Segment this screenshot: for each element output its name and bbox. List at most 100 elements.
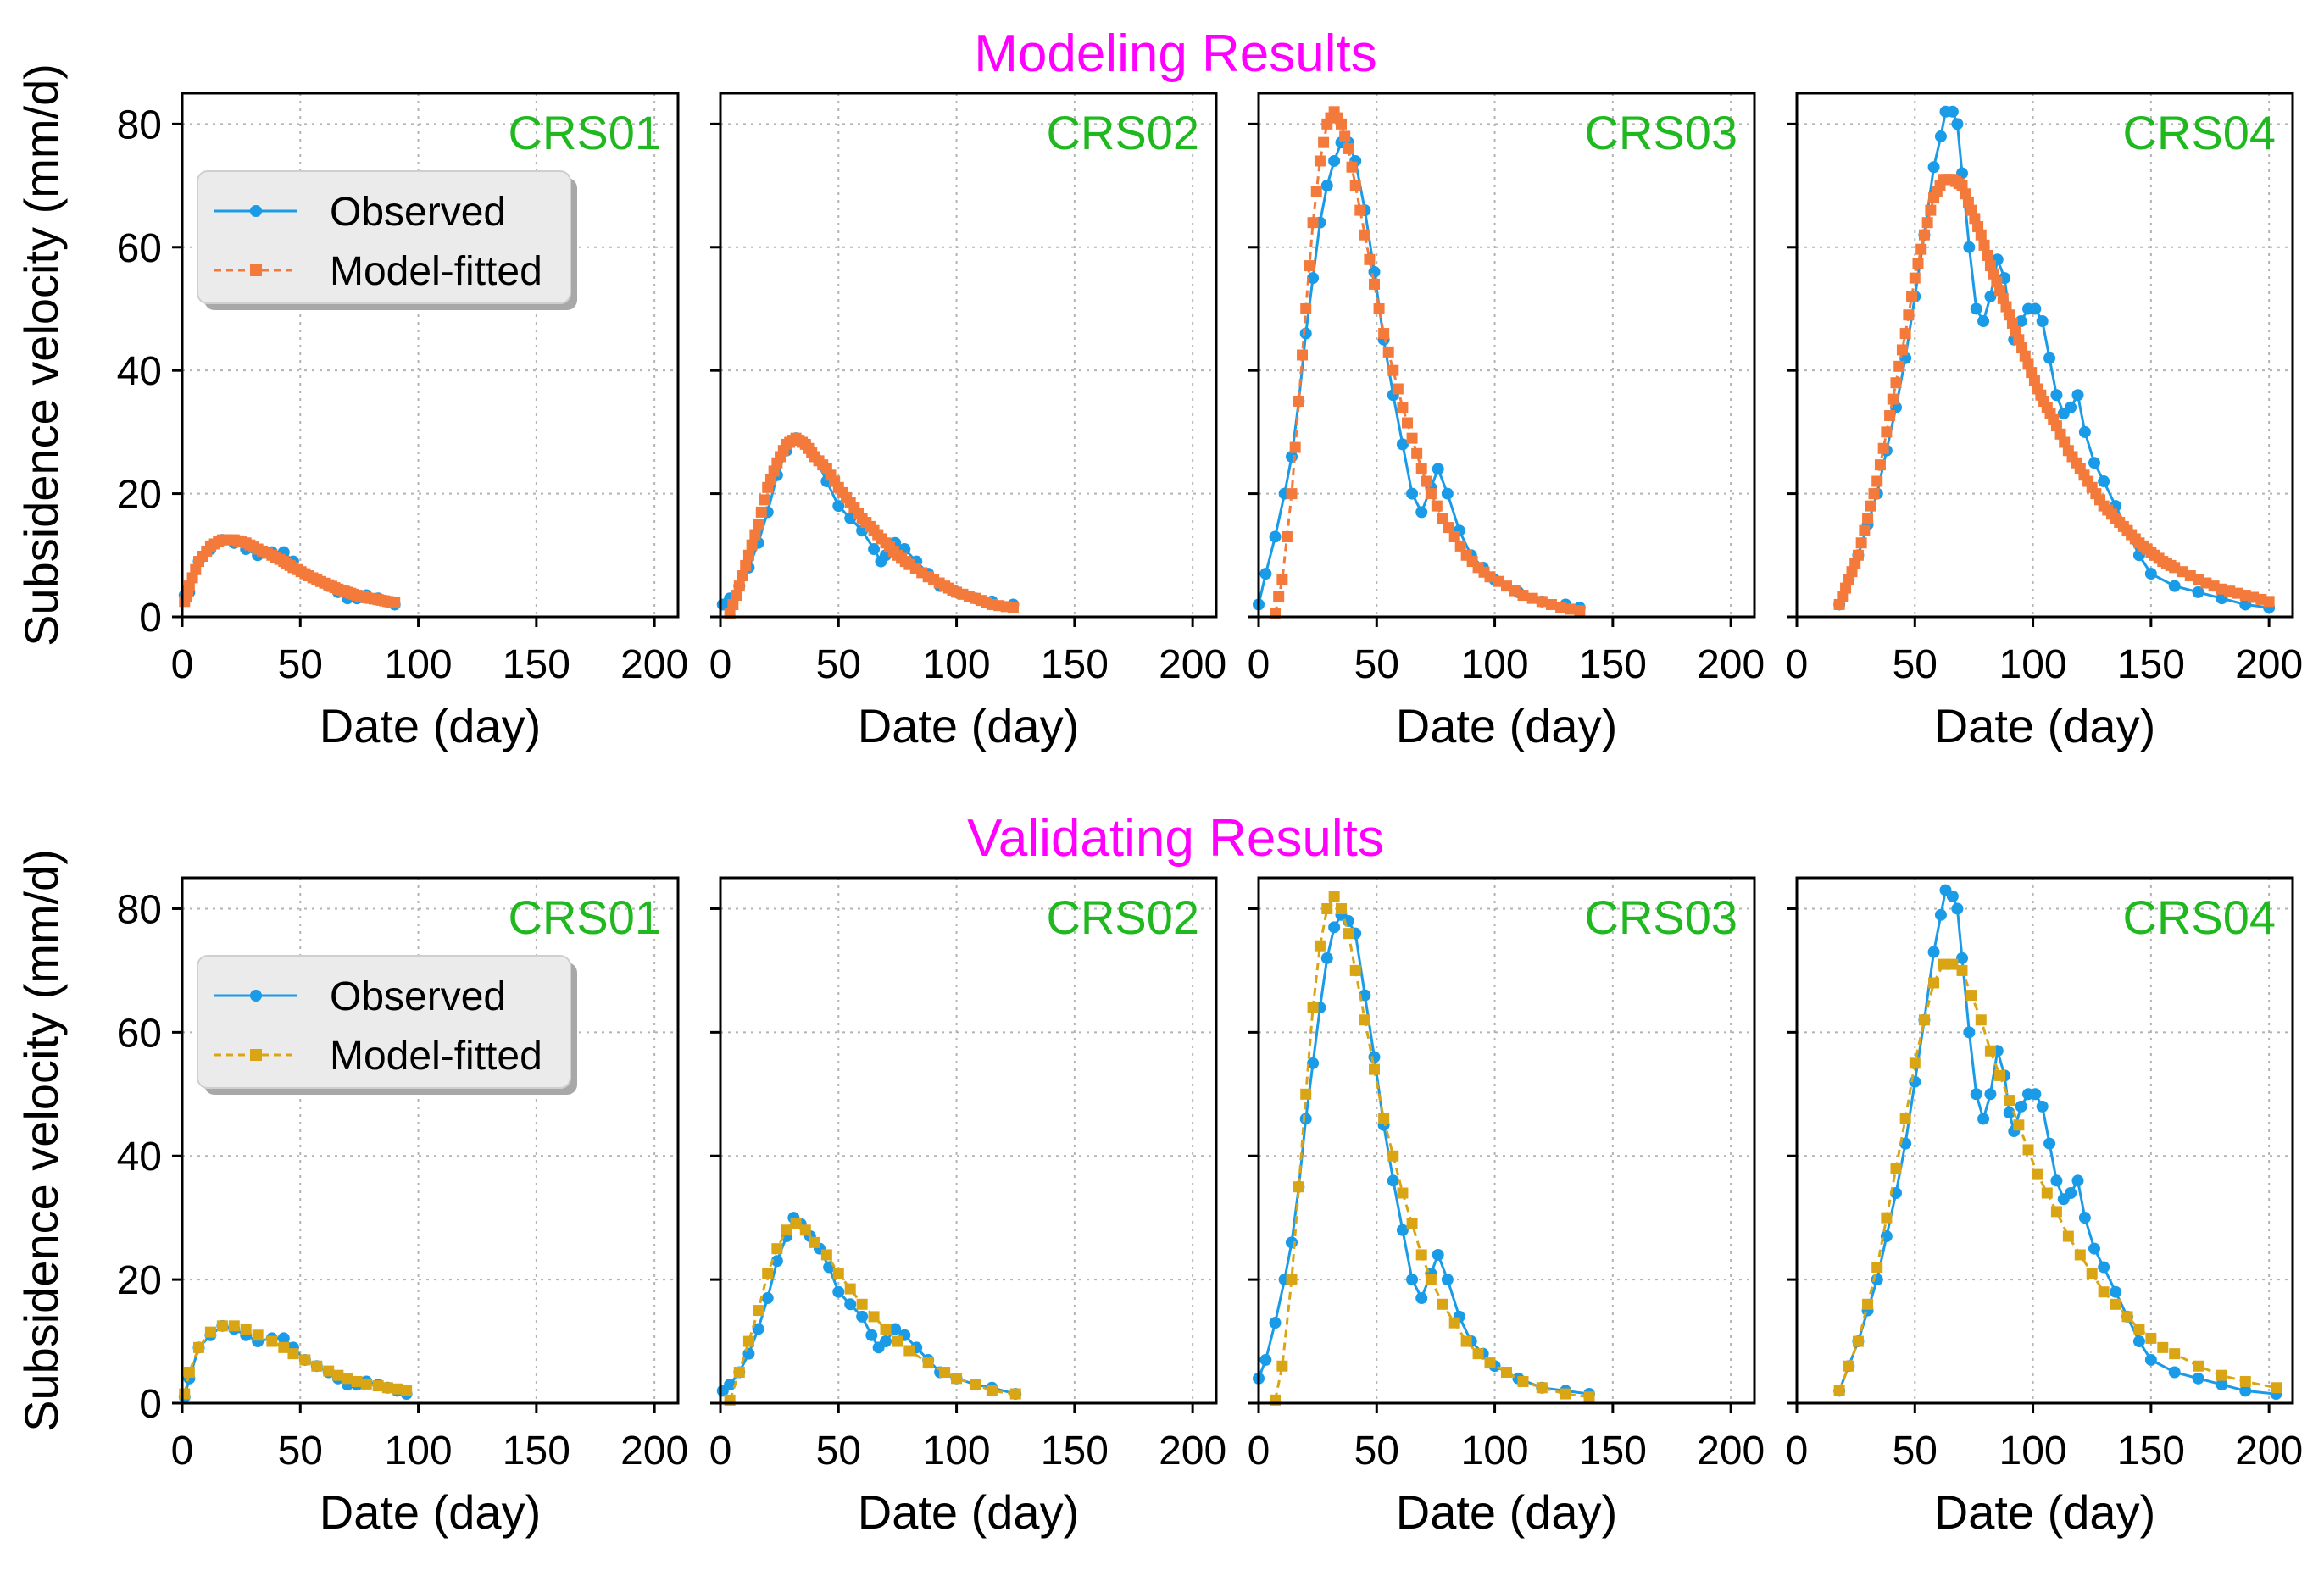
legend-fitted-marker [250, 264, 262, 276]
fitted-point [1300, 302, 1312, 314]
fitted-point [799, 1224, 811, 1236]
fitted-line [183, 1324, 407, 1395]
y-tick-label: 40 [117, 1135, 162, 1179]
observed-point [770, 1255, 783, 1268]
x-tick-label: 150 [2117, 1429, 2185, 1473]
fitted-point [844, 1283, 856, 1295]
fitted-point [1896, 344, 1908, 356]
x-tick-label: 0 [1786, 642, 1809, 687]
y-tick-label: 80 [117, 887, 162, 932]
observed-series [1833, 105, 2276, 614]
observed-point [2098, 1261, 2110, 1274]
fitted-point [2145, 1332, 2157, 1344]
fitted-point [2086, 1268, 2098, 1279]
x-tick-label: 150 [1041, 1429, 1109, 1473]
plot-frame [719, 92, 1218, 619]
fitted-series [179, 534, 401, 608]
observed-point [1970, 1088, 1982, 1101]
fitted-point [1890, 1163, 1902, 1174]
fitted-point [332, 1369, 344, 1381]
fitted-point [1994, 1069, 2006, 1081]
fitted-point [1903, 309, 1915, 321]
observed-point [2029, 302, 2042, 315]
fitted-point [1369, 1063, 1380, 1075]
fitted-point [727, 598, 739, 610]
observed-point [2192, 1372, 2204, 1385]
fitted-point [1425, 1274, 1437, 1285]
fitted-point [809, 1236, 820, 1248]
observed-point [1956, 952, 1968, 964]
fitted-point [401, 1385, 413, 1396]
fitted-point [1364, 253, 1376, 265]
fitted-point [1517, 1375, 1529, 1387]
fitted-point [1938, 958, 1949, 970]
fitted-point [1555, 602, 1567, 613]
fitted-point [1868, 488, 1880, 500]
observed-point [1387, 1174, 1399, 1187]
observed-point [1269, 530, 1282, 543]
fitted-point [1373, 302, 1385, 314]
fitted-point [1484, 1357, 1496, 1369]
fitted-point [1411, 447, 1423, 459]
observed-point [832, 1285, 845, 1298]
observed-point [1415, 1292, 1428, 1304]
fitted-point [1431, 500, 1443, 512]
x-axis-label: Date (day) [1934, 1485, 2155, 1539]
fitted-point [753, 1305, 764, 1317]
fitted-point [1276, 1360, 1288, 1372]
observed-point [277, 1332, 290, 1345]
fitted-point [1460, 1335, 1472, 1347]
observed-point [1977, 315, 1990, 328]
y-tick-label: 0 [139, 1382, 162, 1427]
fitted-point [1574, 605, 1586, 617]
observed-point [1984, 1088, 1997, 1101]
fitted-point [1925, 204, 1937, 216]
fitted-point [1928, 977, 1940, 989]
x-tick-label: 150 [2117, 642, 2185, 687]
fitted-point [771, 1243, 783, 1255]
x-tick-label: 0 [1786, 1429, 1809, 1473]
fitted-point [323, 1365, 335, 1377]
fitted-point [1560, 1388, 1571, 1400]
observed-point [2029, 1088, 2042, 1101]
x-tick-label: 0 [1248, 1429, 1270, 1473]
fitted-point [1536, 596, 1548, 608]
fitted-point [1501, 1367, 1512, 1379]
station-label: CRS04 [2122, 106, 2276, 159]
observed-point [1927, 161, 1940, 174]
fitted-point [299, 1354, 311, 1366]
fitted-point [372, 1380, 384, 1392]
x-tick-label: 200 [1697, 642, 1765, 687]
observed-point [1441, 487, 1454, 500]
plot-frame [1257, 92, 1756, 619]
fitted-point [1392, 383, 1404, 395]
fitted-point [790, 1218, 802, 1229]
fitted-point [1402, 417, 1413, 429]
fitted-point [970, 1379, 981, 1390]
observed-point [1951, 902, 1964, 915]
observed-point [856, 1310, 869, 1323]
fitted-point [737, 570, 748, 582]
x-tick-label: 50 [1893, 642, 1938, 687]
observed-point [1269, 1317, 1282, 1329]
observed-point [1396, 438, 1409, 451]
fitted-point [1859, 524, 1871, 536]
fitted-point [1415, 463, 1427, 475]
fitted-point [762, 1268, 774, 1279]
x-tick-label: 100 [1461, 1429, 1529, 1473]
observed-point [1432, 1248, 1444, 1261]
observed-line [721, 1215, 1016, 1396]
fitted-point [856, 1298, 868, 1310]
fitted-point [832, 1268, 844, 1279]
fitted-point [1304, 260, 1315, 272]
plot-frame [1795, 876, 2294, 1405]
observed-point [1415, 506, 1428, 519]
legend-fitted-label: Model-fitted [330, 249, 542, 294]
x-tick-label: 200 [1159, 1429, 1226, 1473]
y-tick-label: 0 [139, 596, 162, 641]
observed-line [183, 1324, 408, 1398]
plot-frame [1257, 876, 1756, 1405]
fitted-point [731, 590, 742, 602]
x-axis-label: Date (day) [320, 699, 541, 752]
